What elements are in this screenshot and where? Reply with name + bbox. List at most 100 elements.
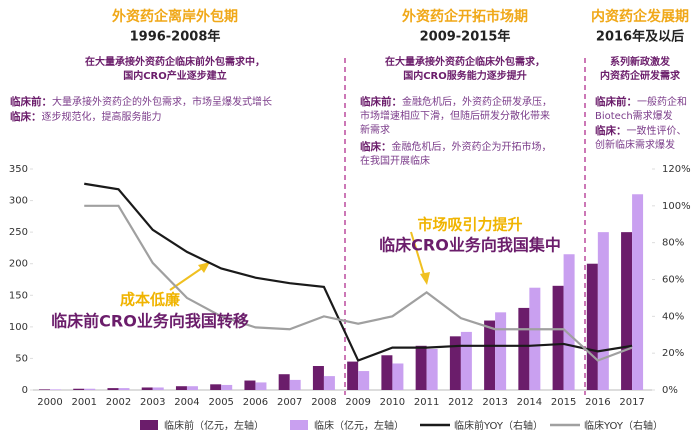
legend-label: 临床前（亿元，左轴） [164,419,264,432]
period-summary: 内资药企研发需求 [600,69,681,82]
x-tick-label: 2008 [311,397,336,408]
bar [415,345,427,390]
y2-tick-label: 40% [662,311,684,322]
bar [289,379,301,390]
bar [597,232,609,390]
bar [484,320,496,390]
bar [312,366,324,390]
y-tick-label: 0 [22,385,28,396]
bar [73,388,85,390]
note-label: 临床： [10,110,42,123]
period-summary: 国内CRO产业逐步建立 [123,69,227,82]
legend-swatch [140,420,158,430]
period-title: 内资药企发展期 [591,8,689,25]
period-summary: 国内CRO服务能力逐步提升 [403,69,527,82]
bar [449,336,461,390]
bar [586,263,598,390]
x-tick-label: 2010 [380,397,405,408]
note-text: 一致性评价、 [627,124,687,137]
period-dividers [344,58,586,395]
y2-tick-label: 80% [662,238,684,249]
x-tick-label: 2003 [140,397,165,408]
bar [495,312,507,390]
note-text: Biotech需求爆发 [595,109,673,122]
callout-text: 临床CRO业务向我国集中 [379,236,561,255]
bar [186,386,198,390]
x-tick-label: 2000 [37,397,62,408]
x-tick-label: 2007 [277,397,302,408]
x-tick-label: 2012 [448,397,473,408]
x-tick-label: 2011 [414,397,439,408]
note-text: 在我国开展临床 [360,154,430,167]
period-years: 2016年及以后 [596,29,684,45]
bar [50,389,61,390]
note-text: 新需求 [360,123,390,136]
x-tick-label: 2015 [551,397,576,408]
bar [563,254,575,390]
x-tick-label: 2002 [106,397,131,408]
bar [529,287,541,390]
y-tick-label: 150 [9,290,28,301]
bar [118,388,130,390]
y2-tick-label: 100% [662,201,691,212]
legend-swatch [290,420,308,430]
bar [358,371,370,390]
period-title: 外资药企离岸外包期 [112,8,238,25]
bar [84,388,96,390]
callout-headline: 市场吸引力提升 [417,216,522,234]
y-tick-label: 300 [9,196,28,207]
note-text: 一般药企和 [637,95,687,108]
note-label: 临床： [360,140,392,153]
y-tick-label: 200 [9,259,28,270]
line [84,182,633,362]
line [84,204,633,362]
period-summary: 在大量承接外资药企临床前外包需求中， [85,55,265,68]
note-text: 大量承接外资药企的外包需求，市场呈爆发式增长 [52,95,272,108]
note-text: 市场增速相应下滑，但随后研发分散化带来 [360,109,550,122]
legend-label: 临床（亿元，左轴） [314,419,404,432]
x-tick-label: 2001 [72,397,97,408]
x-tick-label: 2016 [585,397,610,408]
bar [552,285,564,390]
bar [426,348,438,390]
y-tick-label: 100 [9,322,28,333]
x-tick-label: 2014 [517,397,542,408]
y2-tick-label: 0% [662,385,678,396]
bar [244,380,256,390]
bar [221,384,233,390]
bar [323,376,335,390]
note-label: 临床前： [595,95,637,108]
y-tick-label: 350 [9,164,28,175]
bar [141,387,153,390]
bar [621,232,633,390]
bar [392,363,404,390]
y2-tick-label: 20% [662,348,684,359]
period-years: 1996-2008年 [130,29,221,45]
bar [255,382,267,390]
bar [518,307,530,390]
note-label: 临床前： [10,95,52,108]
y-tick-label: 50 [15,353,28,364]
x-tick-label: 2006 [243,397,268,408]
period-years: 2009-2015年 [420,29,511,45]
callout-text: 临床前CRO业务向我国转移 [51,312,249,331]
bar [39,389,50,390]
x-tick-label: 2005 [208,397,233,408]
x-tick-label: 2009 [345,397,370,408]
period-title: 外资药企开拓市场期 [402,8,528,25]
y2-tick-label: 60% [662,275,684,286]
y-tick-label: 250 [9,227,28,238]
note-label: 临床前： [360,95,402,108]
x-tick-label: 2004 [174,397,199,408]
bar [278,374,290,390]
bar [460,331,472,390]
legend-label: 临床YOY（右轴） [584,419,663,432]
note-label: 临床： [595,124,627,137]
y2-tick-label: 120% [662,164,691,175]
bar [347,361,359,390]
legend-label: 临床前YOY（右轴） [454,419,543,432]
callout-headline: 成本低廉 [120,291,180,309]
x-tick-label: 2013 [482,397,507,408]
bar [175,386,187,390]
